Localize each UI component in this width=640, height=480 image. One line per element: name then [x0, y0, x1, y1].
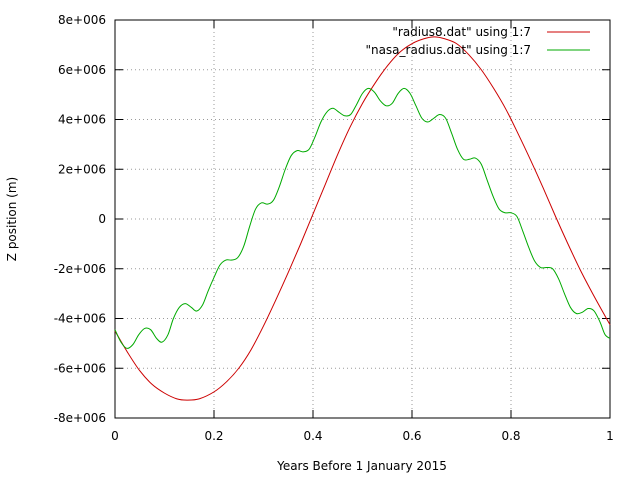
y-tick-label: -8e+006: [54, 411, 106, 425]
y-tick-label: 0: [98, 212, 106, 226]
x-tick-label: 0.6: [402, 429, 421, 443]
grid-lines: [115, 20, 610, 418]
y-axis-tick-labels: -8e+006 -6e+006 -4e+006 -2e+006 0 2e+006 4e+00…: [54, 13, 106, 425]
legend-entry-nasa-radius: "nasa_radius.dat" using 1:7: [365, 43, 590, 57]
nasa-radius-series-line: [114, 87, 611, 349]
x-axis-label: Years Before 1 January 2015: [276, 459, 447, 473]
legend-label: "nasa_radius.dat" using 1:7: [365, 43, 531, 57]
y-tick-label: 2e+006: [58, 162, 106, 176]
x-tick-label: 0: [111, 429, 119, 443]
x-axis-tick-labels: 0 0.2 0.4 0.6 0.8 1: [111, 429, 614, 443]
radius8-series-line: [114, 36, 611, 401]
y-tick-label: 4e+006: [58, 113, 106, 127]
y-axis-label: Z position (m): [5, 177, 19, 261]
y-tick-label: -6e+006: [54, 361, 106, 375]
x-tick-label: 0.8: [501, 429, 520, 443]
y-tick-label: 6e+006: [58, 63, 106, 77]
legend: "radius8.dat" using 1:7 "nasa_radius.dat"…: [365, 25, 590, 57]
data-series: [114, 36, 611, 401]
x-tick-label: 0.2: [204, 429, 223, 443]
y-tick-label: -4e+006: [54, 312, 106, 326]
x-tick-label: 1: [606, 429, 614, 443]
axis-ticks: [114, 19, 611, 419]
legend-entry-radius8: "radius8.dat" using 1:7: [392, 25, 590, 39]
legend-label: "radius8.dat" using 1:7: [392, 25, 531, 39]
y-tick-label: -2e+006: [54, 262, 106, 276]
x-tick-label: 0.4: [303, 429, 322, 443]
y-tick-label: 8e+006: [58, 13, 106, 27]
